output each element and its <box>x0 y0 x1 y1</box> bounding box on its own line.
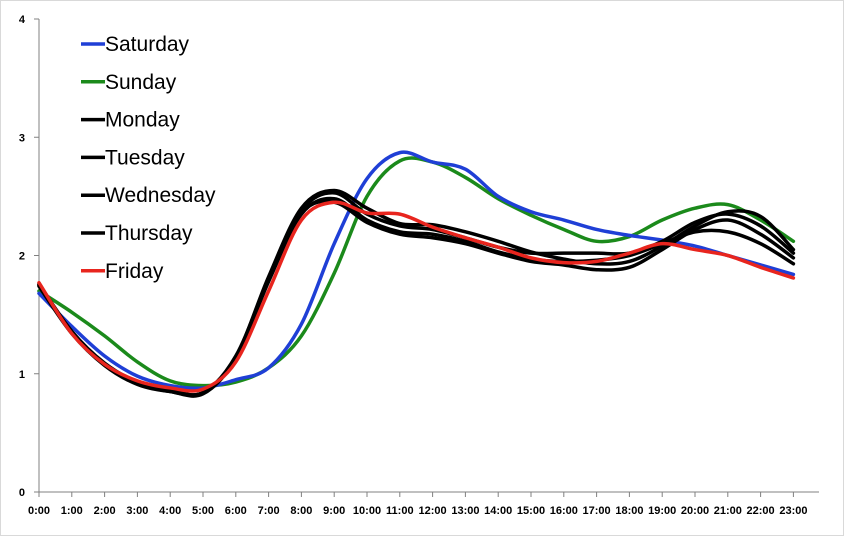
x-tick-label: 17:00 <box>583 505 611 517</box>
legend-label-friday: Friday <box>105 260 164 283</box>
series-lines <box>37 150 796 398</box>
x-tick-label: 8:00 <box>290 505 312 517</box>
x-tick-label: 18:00 <box>615 505 643 517</box>
x-tick-label: 9:00 <box>323 505 345 517</box>
x-tick-label: 1:00 <box>61 505 83 517</box>
x-tick-label: 3:00 <box>126 505 148 517</box>
legend-label-sunday: Sunday <box>105 71 177 94</box>
x-tick-label: 10:00 <box>353 505 381 517</box>
series-line-friday <box>37 200 796 393</box>
x-tick-label: 15:00 <box>517 505 545 517</box>
x-tick-label: 13:00 <box>451 505 479 517</box>
legend-label-monday: Monday <box>105 109 180 132</box>
legend-label-wednesday: Wednesday <box>105 184 216 207</box>
y-tick-label: 3 <box>19 132 25 144</box>
x-tick-label: 0:00 <box>28 505 50 517</box>
y-tick-label: 4 <box>19 14 26 26</box>
legend: Saturday Sunday Monday Tuesday Wednesday Thur… <box>81 33 216 283</box>
x-tick-label: 2:00 <box>94 505 116 517</box>
x-tick-label: 12:00 <box>419 505 447 517</box>
x-tick-label: 21:00 <box>714 505 742 517</box>
y-tick-label: 2 <box>19 251 25 263</box>
legend-label-tuesday: Tuesday <box>105 146 185 169</box>
x-tick-label: 5:00 <box>192 505 214 517</box>
y-tick-label: 0 <box>19 487 25 499</box>
x-tick-label: 22:00 <box>747 505 775 517</box>
x-tick-label: 23:00 <box>779 505 807 517</box>
y-tick-label: 1 <box>19 369 25 381</box>
x-tick-label: 7:00 <box>258 505 280 517</box>
legend-label-thursday: Thursday <box>105 222 193 245</box>
axes: 0 1 2 3 4 0:00 1:00 2:00 3:00 4:00 5:00 6:00 7:00 8:0… <box>19 14 819 517</box>
x-tick-label: 16:00 <box>550 505 578 517</box>
x-tick-label: 4:00 <box>159 505 181 517</box>
legend-label-saturday: Saturday <box>105 33 190 56</box>
series-line-sunday <box>37 156 796 388</box>
x-tick-label: 19:00 <box>648 505 676 517</box>
x-tick-label: 14:00 <box>484 505 512 517</box>
series-line-wednesday <box>37 188 796 397</box>
x-tick-label: 6:00 <box>225 505 247 517</box>
x-tick-label: 20:00 <box>681 505 709 517</box>
x-tick-label: 11:00 <box>386 505 414 517</box>
